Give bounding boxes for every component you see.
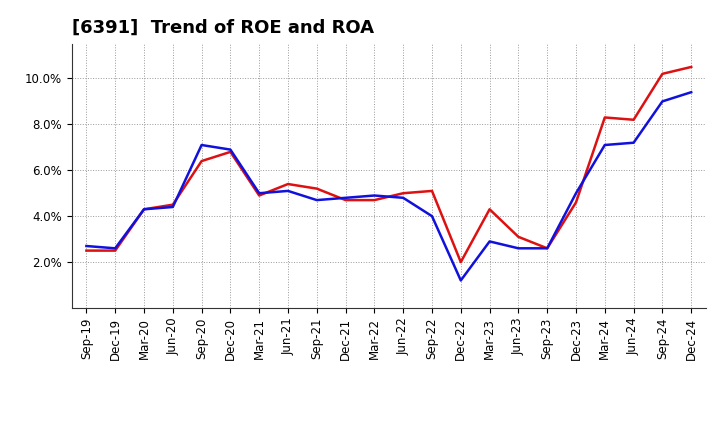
ROE — [370, 198, 379, 203]
ROE — [255, 193, 264, 198]
ROE — [543, 246, 552, 251]
ROE — [82, 248, 91, 253]
ROA — [399, 195, 408, 201]
ROA — [687, 90, 696, 95]
ROA — [428, 213, 436, 219]
ROE — [629, 117, 638, 122]
ROE — [572, 200, 580, 205]
ROE — [197, 158, 206, 164]
ROE — [168, 202, 177, 207]
ROA — [140, 207, 148, 212]
ROA — [600, 143, 609, 148]
ROA — [168, 204, 177, 209]
ROA — [111, 246, 120, 251]
ROA — [82, 243, 91, 249]
ROA — [370, 193, 379, 198]
ROE — [140, 207, 148, 212]
ROA — [485, 239, 494, 244]
ROA — [572, 191, 580, 196]
ROA — [543, 246, 552, 251]
ROA — [284, 188, 292, 194]
Line: ROA: ROA — [86, 92, 691, 280]
ROA — [456, 278, 465, 283]
ROE — [312, 186, 321, 191]
ROA — [514, 246, 523, 251]
Line: ROE: ROE — [86, 67, 691, 262]
Text: [6391]  Trend of ROE and ROA: [6391] Trend of ROE and ROA — [72, 19, 374, 37]
ROE — [341, 198, 350, 203]
ROE — [226, 149, 235, 154]
ROE — [485, 207, 494, 212]
ROE — [456, 260, 465, 265]
ROA — [197, 143, 206, 148]
ROE — [399, 191, 408, 196]
ROE — [687, 64, 696, 70]
ROE — [658, 71, 667, 77]
ROE — [284, 181, 292, 187]
ROE — [600, 115, 609, 120]
ROA — [312, 198, 321, 203]
ROE — [111, 248, 120, 253]
ROA — [341, 195, 350, 201]
ROA — [658, 99, 667, 104]
ROE — [514, 234, 523, 239]
ROA — [629, 140, 638, 145]
ROA — [226, 147, 235, 152]
ROE — [428, 188, 436, 194]
ROA — [255, 191, 264, 196]
